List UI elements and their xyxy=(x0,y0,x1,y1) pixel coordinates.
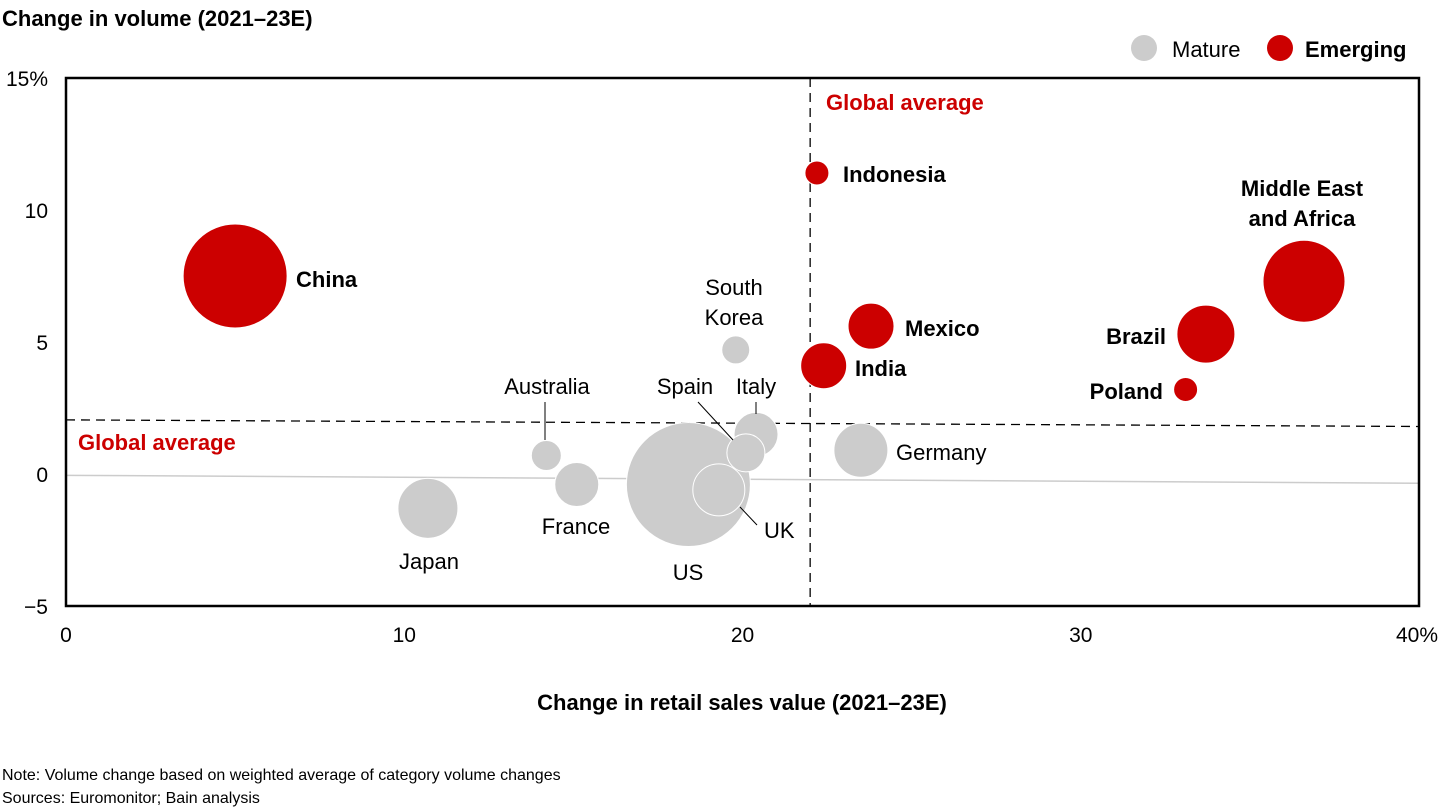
label-south-korea: South Korea xyxy=(705,275,764,330)
x-tick-label: 10 xyxy=(393,624,416,647)
label-line: Australia xyxy=(504,374,590,399)
label-line: US xyxy=(673,560,704,585)
legend-swatch-emerging xyxy=(1267,35,1293,61)
label-line: South xyxy=(705,275,763,300)
label-line: Italy xyxy=(736,374,776,399)
legend-label-mature: Mature xyxy=(1172,37,1240,62)
x-tick-label: 0 xyxy=(60,624,72,647)
bubble-south-korea xyxy=(721,335,751,365)
label-australia: Australia xyxy=(504,374,590,399)
label-us: US xyxy=(673,560,704,585)
label-middle-east-and-africa: Middle East and Africa xyxy=(1241,176,1364,231)
bubble-brazil xyxy=(1176,304,1236,364)
bubble-uk xyxy=(692,463,746,517)
label-india: India xyxy=(855,356,907,381)
label-italy: Italy xyxy=(736,374,776,399)
label-line: France xyxy=(542,514,610,539)
y-tick-label: 0 xyxy=(36,464,48,487)
bubble-indonesia xyxy=(804,160,830,186)
label-line: Poland xyxy=(1090,379,1163,404)
axis-ticks: 15% 10 5 0 −5 0 10 20 30 40% xyxy=(6,68,1438,647)
leader-line xyxy=(739,506,758,526)
bubble-india xyxy=(800,342,848,390)
reference-lines: Global average Global average xyxy=(65,78,1420,606)
bubble-japan xyxy=(397,477,459,539)
bubble-middle-east-and-africa xyxy=(1262,239,1346,323)
x-tick-label: 40% xyxy=(1396,624,1438,647)
bubble-mexico xyxy=(847,302,895,350)
x-axis-title: Change in retail sales value (2021–23E) xyxy=(537,690,947,715)
label-line: India xyxy=(855,356,907,381)
x-tick-label: 30 xyxy=(1069,624,1092,647)
label-line: Korea xyxy=(705,305,764,330)
bubble-spain xyxy=(726,433,766,473)
sources: Sources: Euromonitor; Bain analysis xyxy=(2,790,260,807)
label-line: Brazil xyxy=(1106,324,1166,349)
global-average-vertical-label: Global average xyxy=(826,90,984,115)
label-line: China xyxy=(296,267,358,292)
bubble-france xyxy=(554,462,600,508)
bubble-labels: China Indonesia Mexico India Brazil Poland Mid… xyxy=(296,162,1364,585)
leader-line xyxy=(697,401,734,441)
bubble-australia xyxy=(530,440,562,472)
label-uk: UK xyxy=(764,518,795,543)
label-japan: Japan xyxy=(399,549,459,574)
label-france: France xyxy=(542,514,610,539)
bubble-germany xyxy=(833,422,889,478)
global-average-horizontal-label: Global average xyxy=(78,430,236,455)
bubble-poland xyxy=(1173,377,1199,403)
legend: Mature Emerging xyxy=(1131,35,1406,62)
y-axis-title: Change in volume (2021–23E) xyxy=(2,6,313,31)
legend-swatch-mature xyxy=(1131,35,1157,61)
y-tick-label: −5 xyxy=(24,596,48,619)
bubbles xyxy=(182,160,1346,548)
label-mexico: Mexico xyxy=(905,316,980,341)
plot-frame xyxy=(64,76,1421,608)
label-line: and Africa xyxy=(1249,206,1357,231)
label-line: Middle East xyxy=(1241,176,1364,201)
label-indonesia: Indonesia xyxy=(843,162,946,187)
x-tick-label: 20 xyxy=(731,624,754,647)
label-line: Japan xyxy=(399,549,459,574)
label-brazil: Brazil xyxy=(1106,324,1166,349)
label-china: China xyxy=(296,267,358,292)
label-line: UK xyxy=(764,518,795,543)
label-line: Spain xyxy=(657,374,713,399)
label-line: Mexico xyxy=(905,316,980,341)
label-line: Germany xyxy=(896,440,986,465)
bubble-china xyxy=(182,223,288,329)
y-tick-label: 5 xyxy=(36,332,48,355)
label-line: Indonesia xyxy=(843,162,946,187)
y-tick-label: 15% xyxy=(6,68,48,91)
label-poland: Poland xyxy=(1090,379,1163,404)
legend-label-emerging: Emerging xyxy=(1305,37,1406,62)
label-spain: Spain xyxy=(657,374,713,399)
label-germany: Germany xyxy=(896,440,986,465)
y-tick-label: 10 xyxy=(25,200,48,223)
note: Note: Volume change based on weighted av… xyxy=(2,767,561,784)
